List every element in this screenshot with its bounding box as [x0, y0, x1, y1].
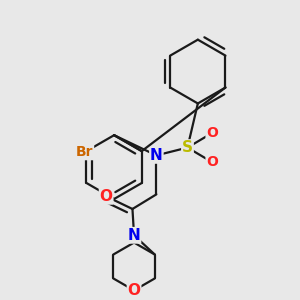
Text: O: O	[100, 189, 112, 204]
Text: N: N	[128, 228, 140, 243]
Text: O: O	[206, 155, 218, 169]
Text: Br: Br	[76, 146, 93, 160]
Text: O: O	[206, 126, 218, 140]
Text: O: O	[128, 283, 141, 298]
Text: S: S	[182, 140, 193, 155]
Text: N: N	[150, 148, 163, 163]
